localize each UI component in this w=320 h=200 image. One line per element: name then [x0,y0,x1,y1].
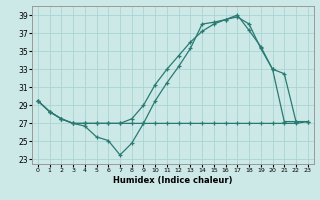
X-axis label: Humidex (Indice chaleur): Humidex (Indice chaleur) [113,176,233,185]
